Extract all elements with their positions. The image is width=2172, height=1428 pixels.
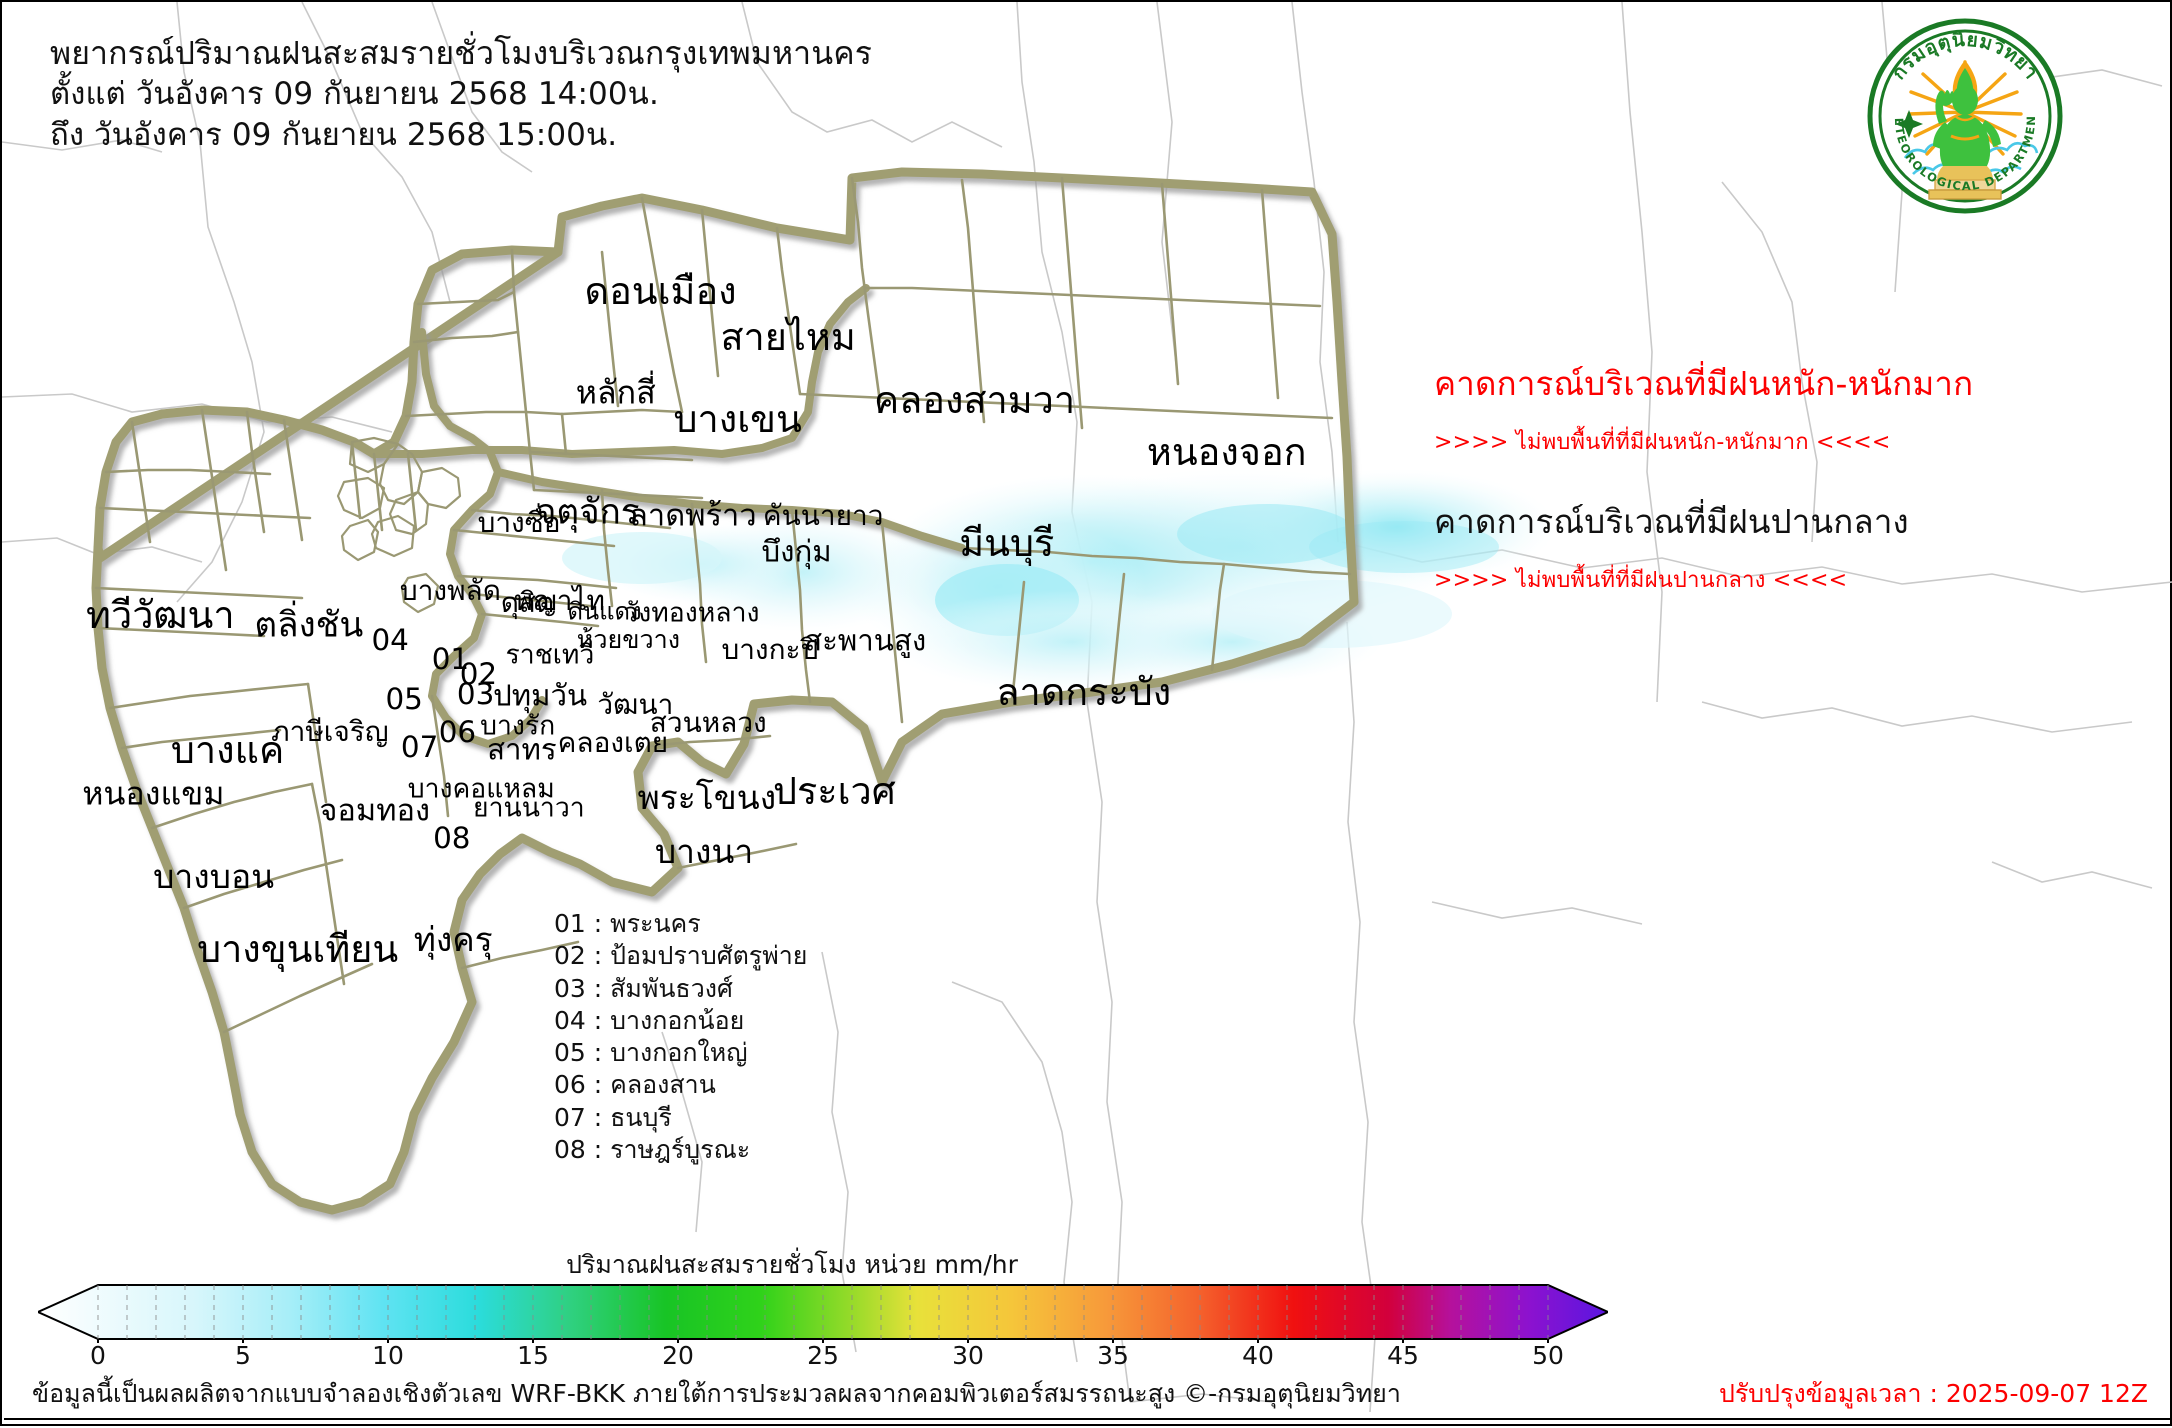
- district-boundaries: [94, 176, 1352, 1034]
- district-label: สายไหม: [720, 314, 856, 359]
- colorbar-tick-label: 35: [1097, 1341, 1129, 1370]
- district-label: บางแค: [170, 728, 285, 773]
- colorbar-title: ปริมาณฝนสะสมรายชั่วโมง หน่วย mm/hr: [566, 1250, 1018, 1279]
- heavy-rain-heading: คาดการณ์บริเวณที่มีฝนหนัก-หนักมาก: [1434, 364, 1974, 403]
- district-label: ปทุมวัน: [493, 678, 588, 713]
- district-label: สะพานสูง: [804, 623, 927, 658]
- colorbar-tick-label: 30: [952, 1341, 984, 1370]
- district-label: วังทองหลาง: [623, 597, 760, 629]
- district-label: สวนหลวง: [649, 706, 767, 740]
- district-label: หนองแขม: [82, 774, 225, 813]
- district-label: บางเขน: [673, 396, 802, 441]
- code-legend-row: 02 : ป้อมปราบศัตรูพ่าย: [554, 941, 808, 971]
- bangkok-province-boundary: [91, 167, 1359, 1215]
- code-legend-row: 01 : พระนคร: [554, 909, 701, 938]
- colorbar-tick-label: 5: [235, 1341, 251, 1370]
- district-label: ภาษีเจริญ: [271, 714, 389, 748]
- district-label: สาทร: [487, 732, 557, 767]
- district-label: 04: [371, 623, 409, 658]
- code-legend-row: 06 : คลองสาน: [554, 1070, 716, 1100]
- forecast-header: พยากรณ์ปริมาณฝนสะสมรายชั่วโมงบริเวณกรุงเ…: [50, 32, 872, 156]
- colorbar-tick-label: 45: [1387, 1341, 1419, 1370]
- district-label: หนองจอก: [1146, 430, 1307, 475]
- district-label: ดินแดง: [567, 597, 642, 626]
- district-label: บึงกุ่ม: [761, 534, 832, 569]
- district-label: ตลิ่งชัน: [254, 605, 364, 646]
- district-label: ราชเทวี: [505, 639, 595, 671]
- district-label: ลาดกระบัง: [996, 670, 1172, 715]
- district-label: บางขุนเทียน: [197, 927, 399, 972]
- district-label: ประเวศ: [772, 769, 896, 814]
- district-label: 05: [385, 682, 423, 717]
- colorbar-tick-label: 20: [662, 1341, 694, 1370]
- district-label: 06: [438, 714, 477, 749]
- header-period-start: ตั้งแต่ วันอังคาร 09 กันยายน 2568 14:00น…: [50, 76, 659, 113]
- district-label: จอมทอง: [319, 792, 431, 829]
- moderate-rain-value: >>>> ไม่พบพื้นที่ที่มีฝนปานกลาง <<<<: [1434, 568, 1848, 593]
- district-label: วัฒนา: [597, 688, 674, 722]
- tmd-logo: กรมอุตุนิยมวิทยา METEOROLOGICAL DEPARTME…: [1858, 5, 2065, 216]
- district-label: 02: [459, 657, 498, 692]
- code-legend-row: 08 : ราษฎร์บูรณะ: [554, 1134, 751, 1164]
- footer: ข้อมูลนี้เป็นผลผลิตจากแบบจำลองเชิงตัวเลข…: [2, 1370, 2172, 1420]
- district-label: ห้วยขวาง: [576, 625, 681, 655]
- rainfall-shading-layer: [562, 469, 1557, 694]
- district-label: ทุ่งครุ: [413, 920, 493, 960]
- district-label: ดุสิต: [500, 586, 555, 620]
- colorbar-tick-label: 50: [1532, 1341, 1564, 1370]
- district-label: ดอนเมือง: [584, 269, 737, 314]
- district-label: บางกะปิ: [721, 633, 819, 667]
- district-label: พญาไท: [514, 583, 605, 617]
- inner-city-boundaries: [336, 436, 462, 614]
- code-legend-row: 05 : บางกอกใหญ่: [554, 1038, 748, 1067]
- district-label: คันนายาว: [762, 498, 884, 532]
- footer-update-time: ปรับปรุงข้อมูลเวลา : 2025-09-07 12Z: [1718, 1379, 2148, 1408]
- header-title-line1: พยากรณ์ปริมาณฝนสะสมรายชั่วโมงบริเวณกรุงเ…: [50, 34, 873, 72]
- district-label: บางพลัด: [399, 573, 501, 607]
- footer-source-note: ข้อมูลนี้เป็นผลผลิตจากแบบจำลองเชิงตัวเลข…: [32, 1379, 1401, 1408]
- district-label: พระโขนง: [637, 777, 777, 817]
- district-label: บางนา: [654, 831, 754, 871]
- district-label: บางบอน: [153, 856, 275, 896]
- district-label: บางคอแหลม: [407, 773, 555, 805]
- district-label: ลาดพร้าว: [629, 497, 757, 533]
- district-label: ยานนาวา: [473, 792, 585, 824]
- code-legend-row: 04 : บางกอกน้อย: [554, 1005, 745, 1035]
- district-label: คลองเตย: [557, 726, 669, 760]
- district-label: 08: [433, 820, 471, 855]
- colorbar-tick-labels: 0 5 10 15 20 25 30 35 40 45 50: [38, 1341, 1608, 1375]
- code-legend-row: 03 : สัมพันธวงศ์: [554, 973, 733, 1003]
- district-label: 03: [456, 676, 495, 711]
- district-label: จตุจักร: [535, 492, 640, 533]
- district-label: 01: [431, 641, 470, 676]
- district-label: บางรัก: [480, 710, 556, 742]
- footer-divider: [4, 1418, 2172, 1420]
- district-label: 07: [400, 730, 439, 765]
- colorbar-gradient: [38, 1281, 1608, 1343]
- district-label: ทวีวัฒนา: [86, 592, 235, 637]
- colorbar-tick-label: 25: [807, 1341, 839, 1370]
- colorbar-tick-label: 40: [1242, 1341, 1274, 1370]
- moderate-rain-heading: คาดการณ์บริเวณที่มีฝนปานกลาง: [1434, 502, 1909, 541]
- colorbar-tick-label: 0: [90, 1341, 106, 1370]
- district-label: บางซื่อ: [477, 505, 561, 539]
- district-label: คลองสามวา: [873, 378, 1076, 423]
- district-label: หลักสี่: [575, 373, 656, 412]
- colorbar-tick-label: 15: [517, 1341, 549, 1370]
- code-legend-row: 07 : ธนบุรี: [554, 1102, 672, 1132]
- header-period-end: ถึง วันอังคาร 09 กันยายน 2568 15:00น.: [50, 117, 618, 154]
- colorbar-tick-label: 10: [372, 1341, 404, 1370]
- tmd-seal-icon: กรมอุตุนิยมวิทยา METEOROLOGICAL DEPARTME…: [1858, 5, 2063, 214]
- district-label: มีนบุรี: [959, 520, 1055, 565]
- heavy-rain-value: >>>> ไม่พบพื้นที่ที่มีฝนหนัก-หนักมาก <<<…: [1434, 430, 1891, 455]
- forecast-intensity-legend: คาดการณ์บริเวณที่มีฝนหนัก-หนักมาก >>>> ไ…: [1434, 357, 2134, 597]
- district-code-legend: 01 : พระนคร 02 : ป้อมปราบศัตรูพ่าย 03 : …: [554, 908, 807, 1166]
